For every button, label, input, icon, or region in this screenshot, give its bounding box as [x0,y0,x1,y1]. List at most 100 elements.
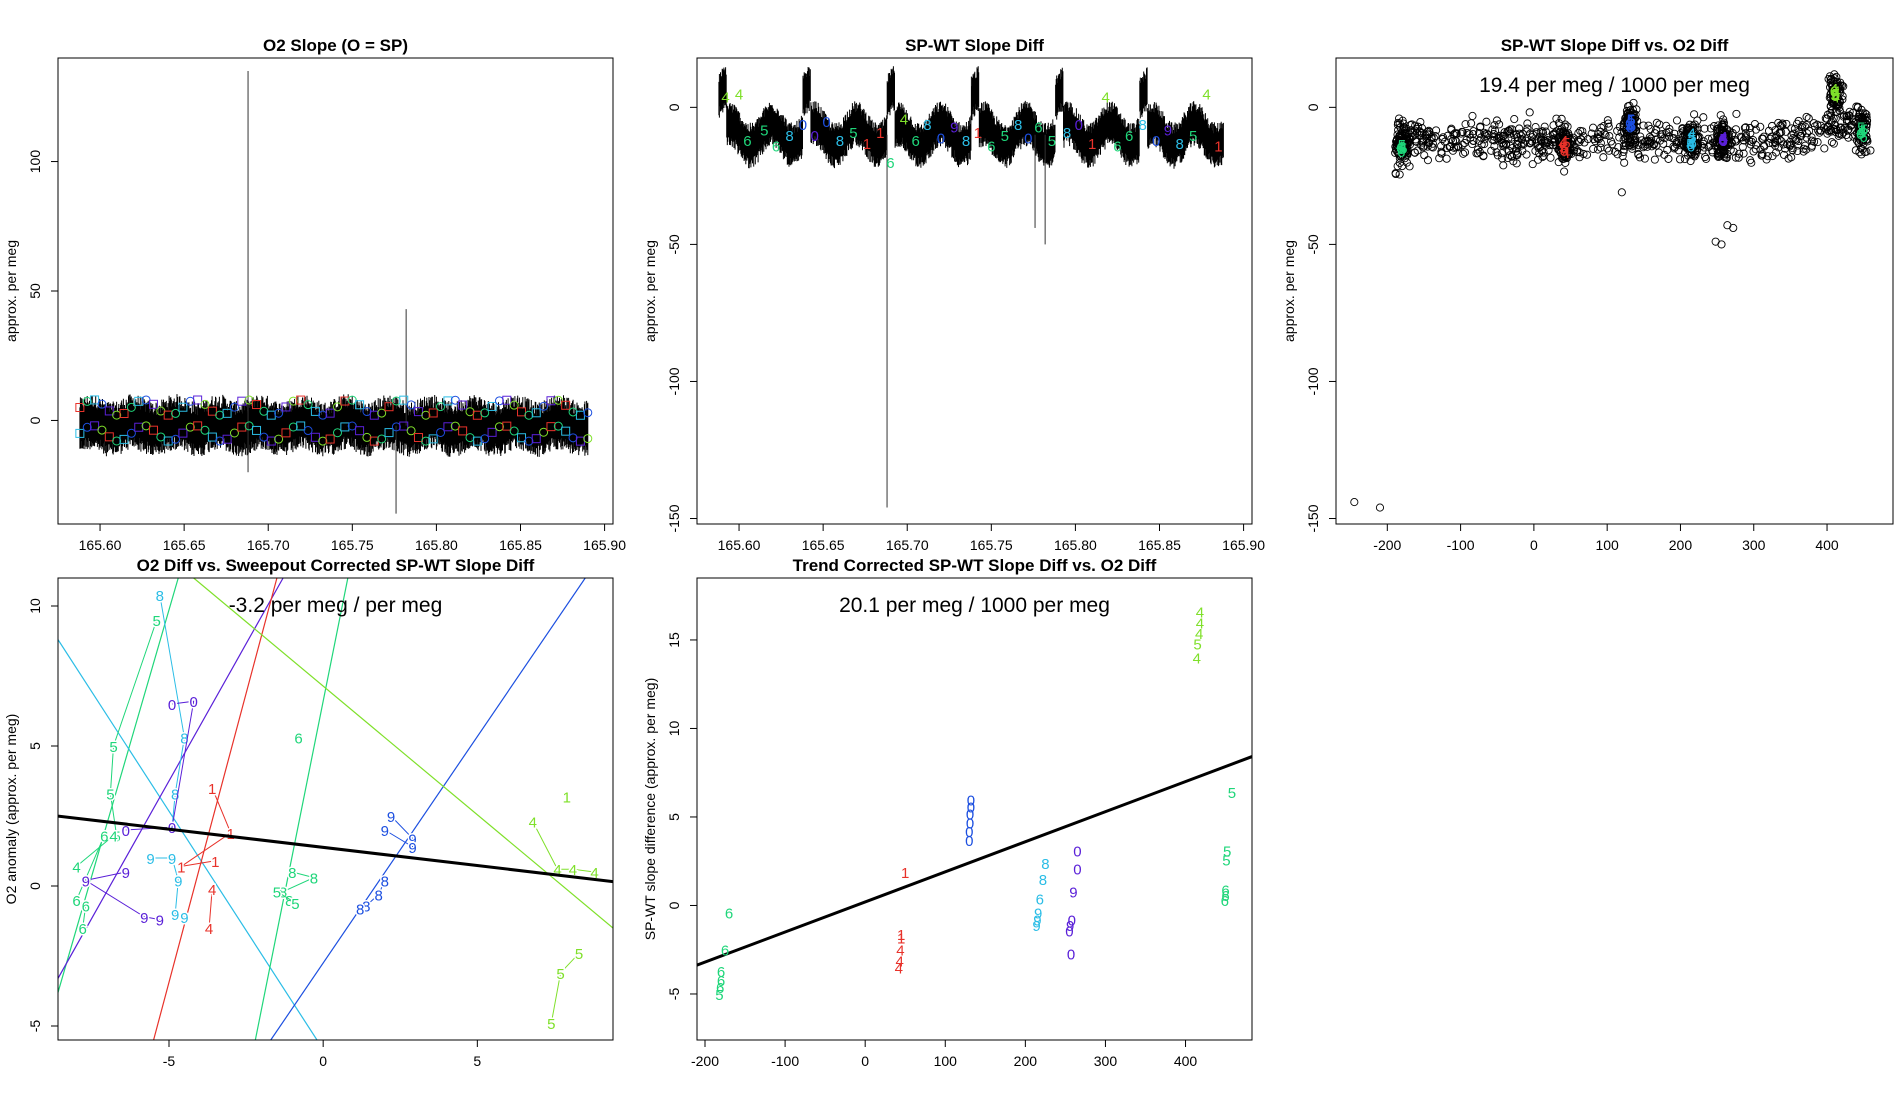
cluster-label: 5 [1719,131,1727,148]
data-point [1686,156,1695,166]
data-point [1804,114,1813,123]
data-point [1662,121,1671,130]
data-point [1807,143,1816,152]
x-tick-label: -100 [1447,537,1475,553]
point-label: 9 [1164,122,1172,139]
x-tick-label: 165.90 [1222,537,1265,553]
cluster-label: 5 [1688,130,1696,147]
data-point [1683,151,1693,160]
data-point-label: 4 [1193,651,1201,668]
cluster-label: 4 [1686,136,1694,153]
point-label: 4 [900,111,908,128]
circle-marker [274,434,284,444]
data-point-label: 9 [1033,913,1041,930]
data-point [1392,136,1401,145]
data-point [1751,145,1760,154]
square-marker [90,421,100,431]
cluster-label: 5 [1559,140,1567,157]
circle-marker [524,436,534,446]
point-label: 1 [876,125,884,142]
data-point [1751,125,1760,134]
data-point [1835,106,1844,115]
data-point [1557,142,1566,151]
data-point [1741,123,1750,132]
data-point [1510,115,1519,124]
data-point [1857,150,1866,159]
x-tick-label: 300 [1094,1053,1118,1069]
point-label: 5 [1048,133,1056,150]
data-point [1442,154,1451,163]
data-point-label: 6 [1036,891,1044,908]
cluster-label: 4 [1688,126,1696,143]
data-point [1435,154,1444,163]
data-point [1403,150,1412,160]
circle-marker [171,434,181,444]
data-point [1405,134,1414,143]
data-point-label: 4 [1195,626,1203,643]
data-point [1771,126,1780,135]
data-point [1482,129,1491,138]
outlier-point [1617,188,1626,197]
square-marker [443,422,453,432]
cluster-label: 4 [1831,89,1839,106]
group-point-label: 5 [556,966,564,983]
data-point [1527,137,1536,146]
x-tick-label: 165.90 [583,537,626,553]
circle-marker [200,425,210,435]
data-point [1650,129,1659,138]
x-tick-label: 200 [1669,537,1693,553]
data-point [1827,138,1836,147]
data-point-label: 5 [715,987,723,1004]
square-marker [119,434,129,444]
square-marker [487,427,497,437]
point-label: 6 [1113,139,1121,156]
circle-marker [539,401,549,411]
data-point [1759,132,1768,141]
panel-p1: O2 Slope (O = SP) approx. per meg 165.60 16… [3,36,626,553]
data-point [1599,153,1608,162]
y-tick-label: 50 [27,283,43,299]
cluster-label: 5 [1860,122,1868,139]
data-point [1625,122,1634,131]
y-tick-label: -150 [1305,504,1321,532]
square-marker [252,400,262,410]
circle-marker [112,410,122,420]
data-point [1495,120,1504,129]
circle-marker [171,408,181,418]
data-point [1575,148,1584,157]
point-label: 6 [1125,128,1133,145]
data-point [1499,161,1508,170]
data-point [1628,113,1637,122]
data-point [1866,146,1875,155]
group-point-label: 4 [590,865,598,882]
data-point [1584,134,1593,144]
data-point [1552,114,1561,123]
x-tick-label: 165.85 [499,537,542,553]
cluster-label: 5 [1858,125,1866,142]
x-tick-label: 165.65 [802,537,845,553]
data-point [1393,120,1402,129]
data-point [1393,130,1402,139]
square-marker [517,433,527,443]
data-point [1672,140,1681,149]
y-tick-label: 5 [27,742,43,750]
data-point [1789,129,1798,138]
data-point [1510,130,1519,140]
data-point-label: 5 [1223,844,1231,861]
data-point [1543,136,1552,145]
group-point-label: 9 [122,865,130,882]
data-point [1837,130,1847,139]
circle-marker [509,426,519,436]
point-label: 0 [799,117,807,134]
data-point [1518,146,1527,155]
data-point [1796,132,1805,141]
point-label: 6 [886,155,894,172]
data-point [1395,154,1404,163]
data-point-label: 6 [1221,893,1229,910]
data-point [1655,120,1664,129]
group-point-label: 1 [211,854,219,871]
circle-marker [494,396,504,406]
group-path [384,815,414,848]
x-tick-label: 165.75 [970,537,1013,553]
point-label: 4 [735,87,743,104]
